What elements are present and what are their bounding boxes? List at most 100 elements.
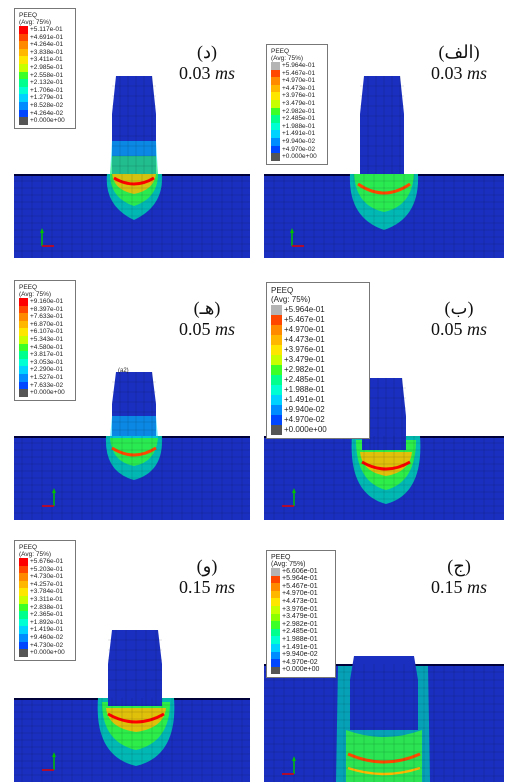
legend-swatch xyxy=(271,405,282,415)
legend-swatch xyxy=(271,583,280,591)
axis-triad-icon xyxy=(290,228,304,247)
legend-swatch xyxy=(19,117,28,125)
legend-entry: +9.160e-01 xyxy=(19,298,71,306)
legend-entry: +4.970e-01 xyxy=(271,325,365,335)
legend-value: +3.838e-01 xyxy=(30,48,64,56)
legend-entry: +2.838e-01 xyxy=(19,603,71,612)
legend-value: +4.730e-01 xyxy=(30,573,64,581)
panel-label-be: (ب) 0.05 ms xyxy=(414,298,504,340)
panel-time: 0.15 ms xyxy=(430,577,487,597)
legend-subtitle: (Avg: 75%) xyxy=(271,561,306,568)
legend-swatch xyxy=(271,636,280,644)
legend-swatch xyxy=(271,605,280,614)
legend-entry: +5.343e-01 xyxy=(19,335,71,344)
legend-entry: +4.730e-01 xyxy=(19,573,71,581)
legend-jim: PEEQ (Avg: 75%) +6.606e-01 +5.964e-01 +5.4… xyxy=(266,550,336,679)
legend-subtitle: (Avg: 75%) xyxy=(19,19,52,26)
legend-entry: +5.467e-01 xyxy=(271,315,365,325)
legend-entry: +9.940e-02 xyxy=(271,651,331,660)
legend-swatch xyxy=(271,122,280,131)
legend-title: PEEQ xyxy=(271,554,291,561)
axis-triad-icon xyxy=(40,228,54,247)
panel-time: 0.03 ms xyxy=(178,63,235,83)
legend-value: +4.473e-01 xyxy=(282,84,316,92)
legend-swatch xyxy=(19,101,28,110)
legend-value: +5.964e-01 xyxy=(284,305,325,314)
legend-swatch xyxy=(19,41,28,49)
legend-entry: +9.940e-02 xyxy=(271,137,323,146)
legend-value: +5.203e-01 xyxy=(30,565,64,573)
legend-entry: +3.411e-01 xyxy=(19,56,71,64)
legend-value: +9.460e-02 xyxy=(30,633,64,641)
legend-entry: +4.970e-01 xyxy=(271,77,323,85)
panel-letter: (و) xyxy=(196,556,218,576)
legend-entry: +5.964e-01 xyxy=(271,575,331,584)
legend-value: +9.940e-02 xyxy=(282,651,318,659)
panel-letter: (ب) xyxy=(444,298,474,318)
legend-swatch xyxy=(19,313,28,321)
legend-value: +1.988e-01 xyxy=(284,385,325,394)
legend-entry: +4.970e-02 xyxy=(271,415,365,425)
legend-swatch xyxy=(19,335,28,344)
panel-d: PEEQ (Avg: 75%) +5.117e-01 +4.691e-01 +4.2… xyxy=(12,6,254,258)
legend-swatch xyxy=(271,598,280,606)
legend-swatch xyxy=(271,575,280,584)
legend-value: +3.976e-01 xyxy=(282,605,318,613)
legend-swatch xyxy=(19,33,28,42)
legend-entry: +1.279e-01 xyxy=(19,94,71,102)
legend-swatch xyxy=(271,77,280,85)
panel-jim: PEEQ (Avg: 75%) +6.606e-01 +5.964e-01 +5.4… xyxy=(264,530,505,782)
legend-value: +3.411e-01 xyxy=(30,56,63,64)
legend-value: +6.107e-01 xyxy=(30,328,64,336)
legend-swatch xyxy=(271,651,280,660)
legend-swatch xyxy=(271,643,280,652)
legend-swatch xyxy=(271,613,280,622)
legend-he: PEEQ (Avg: 75%) +9.160e-01 +8.397e-01 +7.6… xyxy=(14,280,76,401)
legend-value: +8.397e-01 xyxy=(30,305,64,313)
legend-value: +4.970e-01 xyxy=(284,325,325,334)
legend-value: +3.479e-01 xyxy=(284,355,325,364)
panel-he: (a2) PEEQ (Avg: 75%) +9.160e-01 +8.397e-0… xyxy=(12,268,254,520)
legend-swatch xyxy=(271,365,282,375)
legend-swatch xyxy=(19,649,28,657)
fem-plot-he xyxy=(14,372,250,520)
panel-time: 0.15 ms xyxy=(178,577,235,597)
legend-d: PEEQ (Avg: 75%) +5.117e-01 +4.691e-01 +4.2… xyxy=(14,8,76,129)
legend-swatch xyxy=(19,305,28,314)
legend-entry: +4.970e-02 xyxy=(271,145,323,154)
legend-value: +4.970e-01 xyxy=(282,590,318,598)
legend-entry: +0.000e+00 xyxy=(271,425,365,435)
legend-swatch xyxy=(19,48,28,57)
legend-value: +2.982e-01 xyxy=(284,365,325,374)
legend-alef: PEEQ (Avg: 75%) +5.964e-01 +5.467e-01 +4.9… xyxy=(266,44,328,165)
legend-value: +4.970e-02 xyxy=(282,145,316,153)
panel-label-d: (د) 0.03 ms xyxy=(162,42,252,84)
legend-entry: +0.000e+00 xyxy=(19,649,71,657)
legend-value: +5.117e-01 xyxy=(30,26,63,33)
legend-entry: +3.479e-01 xyxy=(271,613,331,622)
legend-swatch xyxy=(271,415,282,425)
panel-letter: (الف) xyxy=(438,42,480,62)
legend-entry: +2.982e-01 xyxy=(271,107,323,116)
legend-value: +1.491e-01 xyxy=(282,643,318,651)
legend-entry: +4.473e-01 xyxy=(271,598,331,606)
legend-value: +3.479e-01 xyxy=(282,613,318,621)
legend-entry: +2.558e-01 xyxy=(19,71,71,80)
legend-value: +1.491e-01 xyxy=(284,395,325,404)
legend-swatch xyxy=(19,63,28,72)
panel-be: PEEQ (Avg: 75%) +5.964e-01 +5.467e-01 +4.9… xyxy=(264,268,505,520)
legend-swatch xyxy=(271,425,282,435)
panel-letter: (ج) xyxy=(447,556,471,576)
axis-triad-icon xyxy=(42,752,56,771)
legend-swatch xyxy=(271,153,280,161)
panel-time: 0.03 ms xyxy=(430,63,487,83)
legend-value: +1.892e-01 xyxy=(30,618,64,626)
legend-value: +5.964e-01 xyxy=(282,575,318,583)
legend-entry: +9.460e-02 xyxy=(19,633,71,642)
legend-swatch xyxy=(271,375,282,385)
legend-value: +2.485e-01 xyxy=(282,115,316,123)
legend-swatch xyxy=(19,351,28,359)
legend-entry: +4.257e-01 xyxy=(19,580,71,589)
legend-value: +2.558e-01 xyxy=(30,71,64,79)
legend-value: +2.485e-01 xyxy=(284,375,325,384)
